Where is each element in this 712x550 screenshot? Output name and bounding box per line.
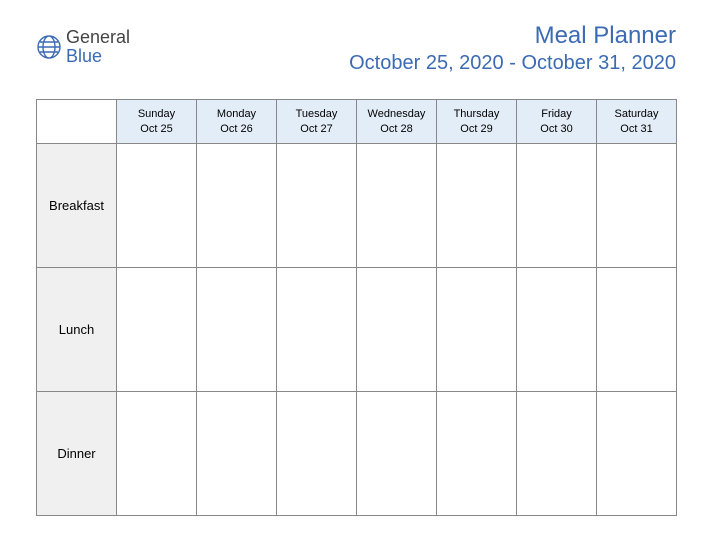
meal-planner-table: SundayOct 25 MondayOct 26 TuesdayOct 27 … <box>36 99 677 516</box>
logo-word-general: General <box>66 27 130 47</box>
day-header: TuesdayOct 27 <box>277 100 357 144</box>
meal-cell[interactable] <box>277 392 357 516</box>
meal-cell[interactable] <box>597 268 677 392</box>
meal-cell[interactable] <box>357 144 437 268</box>
meal-cell[interactable] <box>277 144 357 268</box>
meal-cell[interactable] <box>597 144 677 268</box>
day-header: SundayOct 25 <box>117 100 197 144</box>
title-block: Meal Planner October 25, 2020 - October … <box>349 22 676 75</box>
meal-cell[interactable] <box>117 268 197 392</box>
meal-cell[interactable] <box>597 392 677 516</box>
logo: General Blue <box>36 28 130 66</box>
meal-cell[interactable] <box>197 392 277 516</box>
page-title: Meal Planner <box>349 22 676 50</box>
meal-cell[interactable] <box>437 268 517 392</box>
day-header: SaturdayOct 31 <box>597 100 677 144</box>
meal-label: Dinner <box>37 392 117 516</box>
meal-cell[interactable] <box>517 392 597 516</box>
meal-cell[interactable] <box>117 392 197 516</box>
date-range: October 25, 2020 - October 31, 2020 <box>349 52 676 75</box>
meal-cell[interactable] <box>357 268 437 392</box>
meal-cell[interactable] <box>357 392 437 516</box>
meal-label: Lunch <box>37 268 117 392</box>
day-header: FridayOct 30 <box>517 100 597 144</box>
meal-cell[interactable] <box>437 144 517 268</box>
meal-cell[interactable] <box>197 144 277 268</box>
meal-cell[interactable] <box>517 144 597 268</box>
logo-text: General Blue <box>66 28 130 66</box>
meal-cell[interactable] <box>197 268 277 392</box>
table-corner <box>37 100 117 144</box>
logo-globe-icon <box>36 34 62 60</box>
day-header: WednesdayOct 28 <box>357 100 437 144</box>
header: General Blue Meal Planner October 25, 20… <box>0 0 712 85</box>
meal-cell[interactable] <box>117 144 197 268</box>
meal-label: Breakfast <box>37 144 117 268</box>
meal-cell[interactable] <box>437 392 517 516</box>
logo-word-blue: Blue <box>66 46 102 66</box>
meal-cell[interactable] <box>517 268 597 392</box>
meal-cell[interactable] <box>277 268 357 392</box>
day-header: ThursdayOct 29 <box>437 100 517 144</box>
day-header: MondayOct 26 <box>197 100 277 144</box>
